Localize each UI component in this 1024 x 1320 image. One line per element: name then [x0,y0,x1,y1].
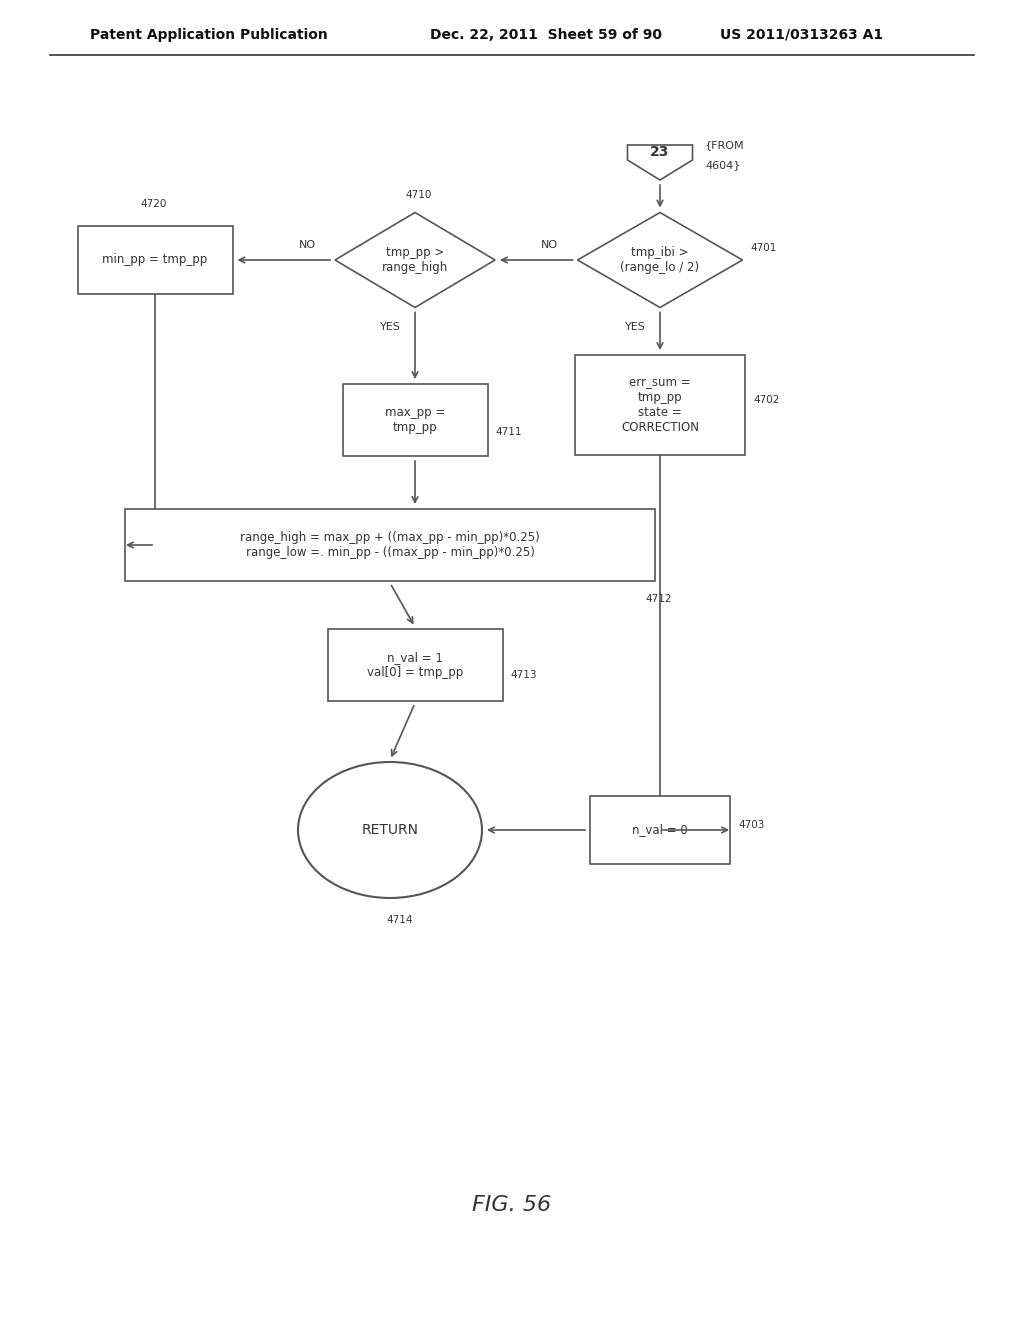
Text: FIG. 56: FIG. 56 [472,1195,552,1214]
Text: n_val = 0: n_val = 0 [632,824,688,837]
Ellipse shape [298,762,482,898]
FancyBboxPatch shape [590,796,730,865]
Text: {FROM: {FROM [705,140,744,150]
Text: min_pp = tmp_pp: min_pp = tmp_pp [102,253,208,267]
Text: 4702: 4702 [753,395,779,405]
Text: 4701: 4701 [751,243,777,253]
Text: err_sum =
tmp_pp
state =
CORRECTION: err_sum = tmp_pp state = CORRECTION [621,376,699,434]
Text: 4712: 4712 [645,594,672,605]
FancyBboxPatch shape [78,226,232,294]
Text: NO: NO [298,240,315,249]
Text: 4604}: 4604} [705,160,740,170]
FancyBboxPatch shape [575,355,745,455]
Text: 4720: 4720 [140,199,166,209]
Text: range_high = max_pp + ((max_pp - min_pp)*0.25)
range_low =. min_pp - ((max_pp - : range_high = max_pp + ((max_pp - min_pp)… [240,531,540,558]
Polygon shape [578,213,742,308]
Text: NO: NO [541,240,558,249]
FancyBboxPatch shape [328,630,503,701]
Text: Patent Application Publication: Patent Application Publication [90,28,328,42]
Polygon shape [628,145,692,180]
Text: max_pp =
tmp_pp: max_pp = tmp_pp [385,407,445,434]
Text: n_val = 1
val[0] = tmp_pp: n_val = 1 val[0] = tmp_pp [367,651,463,678]
Text: 4703: 4703 [738,820,764,830]
Text: YES: YES [625,322,645,333]
FancyBboxPatch shape [125,510,655,581]
Text: RETURN: RETURN [361,822,419,837]
Polygon shape [335,213,495,308]
Text: 4714: 4714 [387,915,414,925]
Text: 23: 23 [650,145,670,160]
Text: 4710: 4710 [406,190,431,199]
Text: Dec. 22, 2011  Sheet 59 of 90: Dec. 22, 2011 Sheet 59 of 90 [430,28,662,42]
Text: tmp_ibi >
(range_lo / 2): tmp_ibi > (range_lo / 2) [621,246,699,275]
FancyBboxPatch shape [342,384,487,455]
Text: 4711: 4711 [496,426,522,437]
Text: YES: YES [380,322,400,333]
Text: tmp_pp >
range_high: tmp_pp > range_high [382,246,449,275]
Text: 4713: 4713 [511,671,537,680]
Text: US 2011/0313263 A1: US 2011/0313263 A1 [720,28,883,42]
